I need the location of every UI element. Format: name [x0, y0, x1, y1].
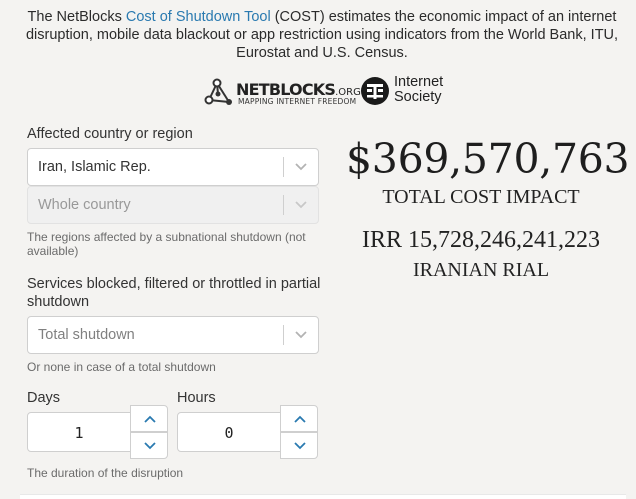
isoc-line-1: Internet [394, 74, 444, 90]
intro-text: The NetBlocks Cost of Shutdown Tool (COS… [20, 8, 624, 62]
netblocks-logo[interactable]: NETBLOCKS.ORG MAPPING INTERNET FREEDOM [204, 76, 361, 108]
country-select[interactable]: Iran, Islamic Rep. [27, 148, 319, 186]
hours-input[interactable]: 0 [177, 412, 281, 452]
isoc-line-2: Society [394, 89, 442, 105]
total-cost-value: $369,570,763 [346, 135, 630, 183]
days-input[interactable]: 1 [27, 412, 131, 452]
days-label: Days [27, 390, 61, 406]
partner-logos: NETBLOCKS.ORG MAPPING INTERNET FREEDOM I… [0, 74, 636, 110]
cost-tool-link[interactable]: Cost of Shutdown Tool [125, 9, 271, 25]
services-hint: Or none in case of a total shutdown [27, 360, 216, 374]
netblocks-name: NETBLOCKS [236, 80, 336, 99]
hours-label: Hours [177, 390, 216, 406]
chevron-up-icon [144, 415, 156, 423]
chevron-down-icon [294, 442, 306, 450]
services-label: Services blocked, filtered or throttled … [27, 276, 321, 310]
region-select-value: Whole country [38, 197, 131, 213]
duration-hint: The duration of the disruption [27, 466, 184, 480]
region-hint: The regions affected by a subnational sh… [27, 230, 306, 258]
hours-input-value: 0 [224, 424, 234, 442]
country-select-value: Iran, Islamic Rep. [38, 159, 151, 175]
chevron-up-icon [294, 415, 306, 423]
local-currency-label: IRANIAN RIAL [412, 259, 550, 281]
bottom-panel-edge [20, 494, 626, 499]
select-separator [283, 325, 284, 345]
total-cost-label: TOTAL COST IMPACT [382, 186, 580, 208]
country-label: Affected country or region [27, 126, 193, 142]
netblocks-wordmark: NETBLOCKS.ORG [236, 80, 361, 99]
netblocks-tagline: MAPPING INTERNET FREEDOM [238, 97, 357, 106]
services-select[interactable]: Total shutdown [27, 316, 319, 354]
days-decrement-button[interactable] [130, 432, 168, 459]
select-separator [283, 157, 284, 177]
chevron-down-icon[interactable] [293, 328, 309, 342]
hours-increment-button[interactable] [280, 405, 318, 432]
chevron-down-icon[interactable] [293, 160, 309, 174]
internet-society-wordmark: Internet Society [394, 75, 443, 105]
services-select-placeholder: Total shutdown [38, 327, 135, 343]
days-increment-button[interactable] [130, 405, 168, 432]
hours-decrement-button[interactable] [280, 432, 318, 459]
intro-text-after: (COST) estimates the economic impact of … [25, 9, 619, 61]
days-input-value: 1 [74, 424, 84, 442]
chevron-down-icon [295, 201, 307, 209]
select-separator [283, 195, 284, 215]
internet-society-globe-icon [361, 77, 389, 105]
netblocks-network-icon [204, 78, 232, 105]
local-cost-value: IRR 15,728,246,241,223 [361, 227, 600, 253]
region-select: Whole country [27, 186, 319, 224]
netblocks-suffix: .ORG [335, 87, 361, 98]
intro-text-before: The NetBlocks [27, 9, 126, 25]
chevron-down-icon [144, 442, 156, 450]
internet-society-logo[interactable]: Internet Society [360, 74, 460, 110]
